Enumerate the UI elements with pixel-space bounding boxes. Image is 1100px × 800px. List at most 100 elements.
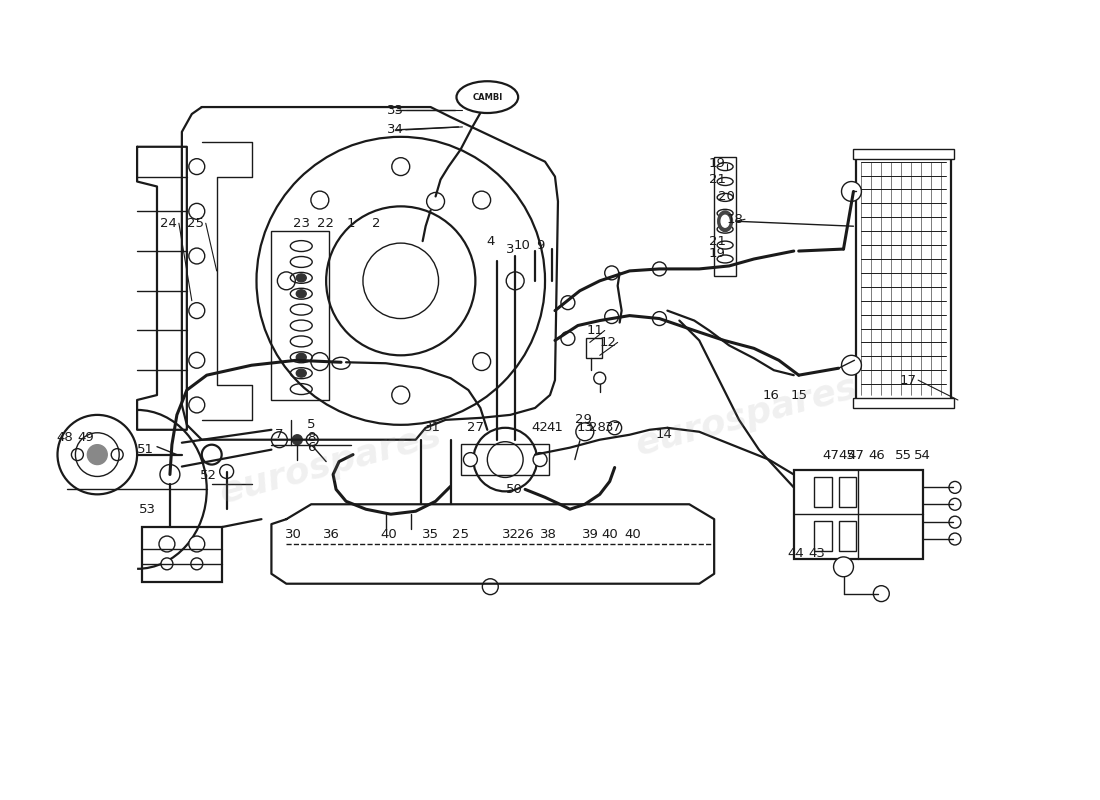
Text: 41: 41 bbox=[547, 422, 563, 434]
Text: 18: 18 bbox=[727, 213, 744, 226]
Text: 7: 7 bbox=[275, 428, 284, 442]
Bar bbox=[854, 398, 954, 408]
Text: 40: 40 bbox=[602, 527, 618, 541]
Circle shape bbox=[160, 465, 180, 485]
Text: 8: 8 bbox=[307, 431, 316, 444]
Text: 1: 1 bbox=[346, 217, 355, 230]
Text: 24: 24 bbox=[161, 217, 177, 230]
Ellipse shape bbox=[456, 82, 518, 113]
Text: 30: 30 bbox=[285, 527, 301, 541]
Text: 42: 42 bbox=[531, 422, 549, 434]
Bar bbox=[838, 478, 857, 507]
Text: 40: 40 bbox=[381, 527, 397, 541]
Circle shape bbox=[306, 434, 318, 446]
Text: eurospares: eurospares bbox=[632, 370, 861, 462]
Text: 11: 11 bbox=[586, 324, 603, 337]
Ellipse shape bbox=[296, 274, 306, 282]
Circle shape bbox=[842, 355, 861, 375]
Bar bbox=[857, 157, 952, 400]
Circle shape bbox=[605, 310, 618, 323]
Circle shape bbox=[189, 536, 205, 552]
Text: 50: 50 bbox=[506, 483, 522, 496]
Text: 6: 6 bbox=[307, 441, 316, 454]
Text: 21: 21 bbox=[708, 173, 726, 186]
Circle shape bbox=[576, 423, 594, 441]
Text: 17: 17 bbox=[900, 374, 916, 386]
Text: 34: 34 bbox=[387, 123, 404, 136]
Text: 26: 26 bbox=[517, 527, 534, 541]
Circle shape bbox=[534, 453, 547, 466]
Text: CAMBI: CAMBI bbox=[472, 93, 503, 102]
Bar bbox=[714, 157, 736, 276]
Circle shape bbox=[949, 516, 961, 528]
Text: 48: 48 bbox=[56, 431, 73, 444]
Ellipse shape bbox=[296, 354, 306, 362]
Text: 16: 16 bbox=[762, 389, 779, 402]
Text: 47: 47 bbox=[822, 449, 839, 462]
Text: 55: 55 bbox=[894, 449, 912, 462]
Circle shape bbox=[160, 536, 175, 552]
Bar bbox=[586, 338, 602, 358]
Text: 20: 20 bbox=[717, 190, 735, 203]
Text: 33: 33 bbox=[387, 103, 405, 117]
Ellipse shape bbox=[717, 178, 733, 186]
Circle shape bbox=[842, 182, 861, 202]
Circle shape bbox=[293, 434, 303, 445]
Text: 9: 9 bbox=[536, 238, 544, 251]
Text: 2: 2 bbox=[372, 217, 381, 230]
Bar bbox=[461, 444, 549, 475]
Circle shape bbox=[561, 296, 575, 310]
Text: 54: 54 bbox=[914, 449, 931, 462]
Circle shape bbox=[190, 558, 202, 570]
Text: 35: 35 bbox=[422, 527, 439, 541]
Text: 29: 29 bbox=[575, 414, 592, 426]
Ellipse shape bbox=[717, 226, 733, 233]
Text: 12: 12 bbox=[600, 336, 616, 349]
Bar bbox=[142, 527, 222, 582]
Text: eurospares: eurospares bbox=[217, 418, 446, 510]
Text: 39: 39 bbox=[582, 527, 600, 541]
Ellipse shape bbox=[296, 290, 306, 298]
Bar bbox=[814, 521, 832, 551]
Text: 19: 19 bbox=[708, 246, 726, 259]
Text: 53: 53 bbox=[139, 502, 155, 516]
Text: 52: 52 bbox=[200, 469, 217, 482]
Circle shape bbox=[949, 498, 961, 510]
Text: 27: 27 bbox=[466, 422, 484, 434]
Ellipse shape bbox=[717, 210, 733, 218]
Ellipse shape bbox=[296, 370, 306, 377]
Text: 32: 32 bbox=[502, 527, 519, 541]
Circle shape bbox=[873, 586, 889, 602]
Text: 22: 22 bbox=[317, 217, 333, 230]
Circle shape bbox=[949, 482, 961, 494]
Text: 38: 38 bbox=[540, 527, 557, 541]
Circle shape bbox=[652, 312, 667, 326]
Ellipse shape bbox=[722, 215, 729, 227]
Circle shape bbox=[949, 533, 961, 545]
Circle shape bbox=[272, 432, 287, 448]
Ellipse shape bbox=[717, 194, 733, 202]
Ellipse shape bbox=[718, 211, 733, 231]
Text: 25: 25 bbox=[452, 527, 469, 541]
Circle shape bbox=[482, 578, 498, 594]
Text: 44: 44 bbox=[788, 547, 804, 561]
Ellipse shape bbox=[717, 241, 733, 249]
Bar bbox=[854, 149, 954, 158]
Text: 23: 23 bbox=[293, 217, 310, 230]
Circle shape bbox=[161, 558, 173, 570]
Bar bbox=[838, 521, 857, 551]
Text: 4: 4 bbox=[486, 234, 495, 248]
Text: 51: 51 bbox=[136, 443, 154, 456]
Text: 31: 31 bbox=[425, 422, 441, 434]
Text: 45: 45 bbox=[838, 449, 855, 462]
Circle shape bbox=[605, 266, 618, 280]
Text: 21: 21 bbox=[708, 234, 726, 248]
Text: 5: 5 bbox=[307, 418, 316, 431]
Circle shape bbox=[87, 445, 107, 465]
Text: 47: 47 bbox=[847, 449, 864, 462]
Circle shape bbox=[652, 262, 667, 276]
Text: 28: 28 bbox=[590, 422, 606, 434]
Text: 36: 36 bbox=[322, 527, 340, 541]
Circle shape bbox=[607, 421, 621, 434]
Text: 25: 25 bbox=[187, 217, 205, 230]
